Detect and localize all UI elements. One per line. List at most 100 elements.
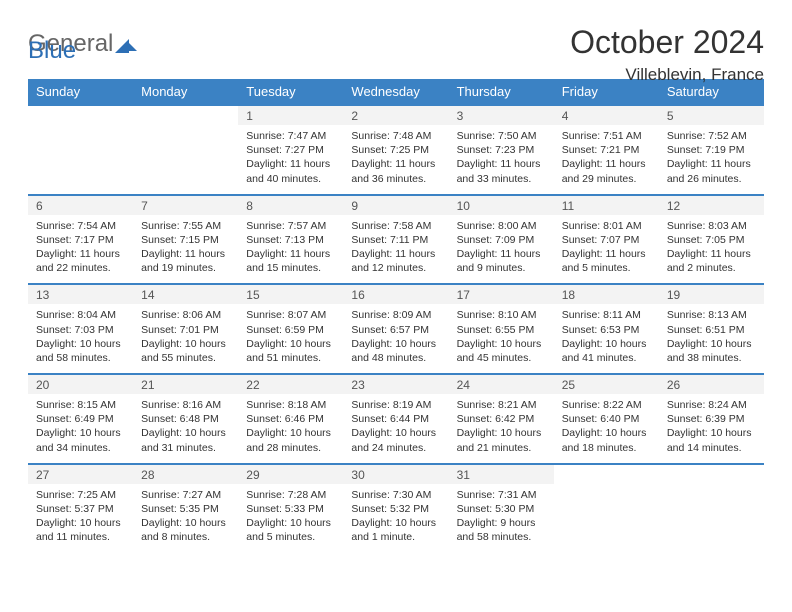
daylight-text: Daylight: 10 hours and 24 minutes. bbox=[351, 426, 440, 454]
day-number-row: 13141516171819 bbox=[28, 284, 764, 304]
sunset-text: Sunset: 7:07 PM bbox=[562, 233, 651, 247]
day-number-cell: 1 bbox=[238, 105, 343, 125]
calendar-table: Sunday Monday Tuesday Wednesday Thursday… bbox=[28, 79, 764, 552]
day-number-cell: 29 bbox=[238, 464, 343, 484]
sunrise-text: Sunrise: 7:50 AM bbox=[457, 129, 546, 143]
day-detail-cell bbox=[28, 125, 133, 195]
day-detail-cell: Sunrise: 8:04 AMSunset: 7:03 PMDaylight:… bbox=[28, 304, 133, 374]
day-number-cell bbox=[659, 464, 764, 484]
day-number-cell: 6 bbox=[28, 195, 133, 215]
sunrise-text: Sunrise: 7:52 AM bbox=[667, 129, 756, 143]
day-number-cell: 20 bbox=[28, 374, 133, 394]
day-detail-cell: Sunrise: 7:31 AMSunset: 5:30 PMDaylight:… bbox=[449, 484, 554, 553]
sunset-text: Sunset: 7:03 PM bbox=[36, 323, 125, 337]
sunrise-text: Sunrise: 7:47 AM bbox=[246, 129, 335, 143]
daylight-text: Daylight: 10 hours and 11 minutes. bbox=[36, 516, 125, 544]
day-detail-cell: Sunrise: 7:52 AMSunset: 7:19 PMDaylight:… bbox=[659, 125, 764, 195]
day-detail-cell: Sunrise: 7:28 AMSunset: 5:33 PMDaylight:… bbox=[238, 484, 343, 553]
daylight-text: Daylight: 10 hours and 1 minute. bbox=[351, 516, 440, 544]
sunset-text: Sunset: 7:23 PM bbox=[457, 143, 546, 157]
daylight-text: Daylight: 10 hours and 34 minutes. bbox=[36, 426, 125, 454]
daylight-text: Daylight: 10 hours and 55 minutes. bbox=[141, 337, 230, 365]
day-detail-cell: Sunrise: 8:22 AMSunset: 6:40 PMDaylight:… bbox=[554, 394, 659, 464]
day-number-cell: 24 bbox=[449, 374, 554, 394]
day-number-cell bbox=[28, 105, 133, 125]
sunset-text: Sunset: 7:17 PM bbox=[36, 233, 125, 247]
day-detail-cell: Sunrise: 8:07 AMSunset: 6:59 PMDaylight:… bbox=[238, 304, 343, 374]
sunrise-text: Sunrise: 8:06 AM bbox=[141, 308, 230, 322]
daylight-text: Daylight: 10 hours and 51 minutes. bbox=[246, 337, 335, 365]
sunset-text: Sunset: 7:21 PM bbox=[562, 143, 651, 157]
sunrise-text: Sunrise: 7:28 AM bbox=[246, 488, 335, 502]
daylight-text: Daylight: 11 hours and 40 minutes. bbox=[246, 157, 335, 185]
daylight-text: Daylight: 11 hours and 29 minutes. bbox=[562, 157, 651, 185]
day-number-cell: 11 bbox=[554, 195, 659, 215]
day-number-cell: 4 bbox=[554, 105, 659, 125]
sunrise-text: Sunrise: 8:13 AM bbox=[667, 308, 756, 322]
sunrise-text: Sunrise: 8:01 AM bbox=[562, 219, 651, 233]
day-number-cell: 25 bbox=[554, 374, 659, 394]
day-detail-cell: Sunrise: 7:54 AMSunset: 7:17 PMDaylight:… bbox=[28, 215, 133, 285]
sunrise-text: Sunrise: 8:21 AM bbox=[457, 398, 546, 412]
day-number-cell: 13 bbox=[28, 284, 133, 304]
day-detail-cell: Sunrise: 8:15 AMSunset: 6:49 PMDaylight:… bbox=[28, 394, 133, 464]
daylight-text: Daylight: 11 hours and 12 minutes. bbox=[351, 247, 440, 275]
day-number-cell: 21 bbox=[133, 374, 238, 394]
daylight-text: Daylight: 10 hours and 28 minutes. bbox=[246, 426, 335, 454]
weekday-header: Thursday bbox=[449, 79, 554, 105]
day-number-cell bbox=[133, 105, 238, 125]
sunset-text: Sunset: 6:48 PM bbox=[141, 412, 230, 426]
sunset-text: Sunset: 5:30 PM bbox=[457, 502, 546, 516]
sunset-text: Sunset: 6:49 PM bbox=[36, 412, 125, 426]
sunset-text: Sunset: 7:11 PM bbox=[351, 233, 440, 247]
sunset-text: Sunset: 5:33 PM bbox=[246, 502, 335, 516]
day-number-cell: 31 bbox=[449, 464, 554, 484]
sunrise-text: Sunrise: 8:19 AM bbox=[351, 398, 440, 412]
sunrise-text: Sunrise: 7:57 AM bbox=[246, 219, 335, 233]
daylight-text: Daylight: 11 hours and 15 minutes. bbox=[246, 247, 335, 275]
sunset-text: Sunset: 6:57 PM bbox=[351, 323, 440, 337]
day-detail-cell: Sunrise: 8:21 AMSunset: 6:42 PMDaylight:… bbox=[449, 394, 554, 464]
day-detail-cell: Sunrise: 8:03 AMSunset: 7:05 PMDaylight:… bbox=[659, 215, 764, 285]
day-number-cell: 28 bbox=[133, 464, 238, 484]
sunset-text: Sunset: 6:55 PM bbox=[457, 323, 546, 337]
day-number-row: 12345 bbox=[28, 105, 764, 125]
day-detail-cell: Sunrise: 7:55 AMSunset: 7:15 PMDaylight:… bbox=[133, 215, 238, 285]
sunrise-text: Sunrise: 7:25 AM bbox=[36, 488, 125, 502]
day-number-cell: 26 bbox=[659, 374, 764, 394]
sunset-text: Sunset: 6:39 PM bbox=[667, 412, 756, 426]
daylight-text: Daylight: 10 hours and 5 minutes. bbox=[246, 516, 335, 544]
daylight-text: Daylight: 10 hours and 18 minutes. bbox=[562, 426, 651, 454]
sunrise-text: Sunrise: 8:04 AM bbox=[36, 308, 125, 322]
day-number-cell: 30 bbox=[343, 464, 448, 484]
sunset-text: Sunset: 7:19 PM bbox=[667, 143, 756, 157]
sunset-text: Sunset: 7:13 PM bbox=[246, 233, 335, 247]
day-detail-cell: Sunrise: 8:09 AMSunset: 6:57 PMDaylight:… bbox=[343, 304, 448, 374]
daylight-text: Daylight: 11 hours and 36 minutes. bbox=[351, 157, 440, 185]
sunrise-text: Sunrise: 8:09 AM bbox=[351, 308, 440, 322]
day-detail-cell: Sunrise: 8:24 AMSunset: 6:39 PMDaylight:… bbox=[659, 394, 764, 464]
day-detail-cell bbox=[554, 484, 659, 553]
day-detail-cell: Sunrise: 8:01 AMSunset: 7:07 PMDaylight:… bbox=[554, 215, 659, 285]
calendar-body: 12345Sunrise: 7:47 AMSunset: 7:27 PMDayl… bbox=[28, 105, 764, 552]
day-detail-cell: Sunrise: 7:27 AMSunset: 5:35 PMDaylight:… bbox=[133, 484, 238, 553]
day-number-cell: 5 bbox=[659, 105, 764, 125]
day-number-cell: 15 bbox=[238, 284, 343, 304]
day-number-cell: 14 bbox=[133, 284, 238, 304]
sunset-text: Sunset: 6:46 PM bbox=[246, 412, 335, 426]
sunrise-text: Sunrise: 8:00 AM bbox=[457, 219, 546, 233]
daylight-text: Daylight: 10 hours and 31 minutes. bbox=[141, 426, 230, 454]
sunset-text: Sunset: 5:37 PM bbox=[36, 502, 125, 516]
day-detail-cell bbox=[133, 125, 238, 195]
daylight-text: Daylight: 10 hours and 58 minutes. bbox=[36, 337, 125, 365]
sunset-text: Sunset: 5:32 PM bbox=[351, 502, 440, 516]
sunrise-text: Sunrise: 8:22 AM bbox=[562, 398, 651, 412]
location: Villeblevin, France bbox=[570, 65, 764, 85]
sunrise-text: Sunrise: 8:03 AM bbox=[667, 219, 756, 233]
day-number-row: 20212223242526 bbox=[28, 374, 764, 394]
sunset-text: Sunset: 7:15 PM bbox=[141, 233, 230, 247]
day-detail-cell: Sunrise: 7:58 AMSunset: 7:11 PMDaylight:… bbox=[343, 215, 448, 285]
day-number-cell: 23 bbox=[343, 374, 448, 394]
daylight-text: Daylight: 10 hours and 41 minutes. bbox=[562, 337, 651, 365]
calendar-page: General October 2024 Villeblevin, France… bbox=[0, 0, 792, 576]
